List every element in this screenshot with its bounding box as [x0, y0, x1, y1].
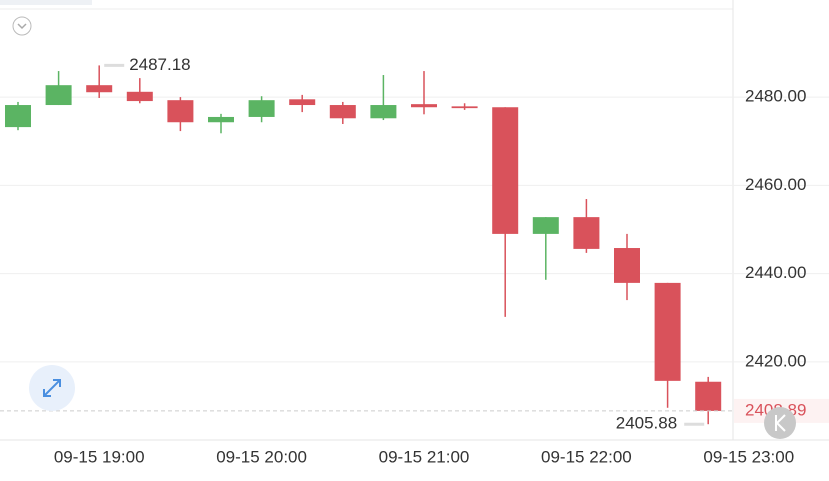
top-tab [0, 0, 92, 5]
candle-body [614, 248, 640, 283]
candle-body [451, 106, 478, 109]
candle-body [126, 91, 153, 102]
x-tick-label: 09-15 19:00 [54, 447, 145, 466]
candle-body [5, 105, 31, 128]
expand-button[interactable] [29, 365, 75, 411]
collapse-chevron [17, 23, 27, 30]
x-tick-label: 09-15 22:00 [541, 447, 632, 466]
candle-body [695, 381, 722, 411]
x-tick-label: 09-15 20:00 [216, 447, 307, 466]
collapse-circle [12, 16, 32, 36]
max-label: 2487.18 [129, 55, 190, 74]
y-tick-label: 2480.00 [745, 87, 806, 106]
candle-body [208, 116, 234, 123]
expand-icon [43, 379, 61, 397]
candle-body [370, 105, 397, 119]
y-tick-label: 2440.00 [745, 263, 806, 282]
collapse-button[interactable] [12, 16, 32, 36]
x-tick-label: 09-15 23:00 [703, 447, 794, 466]
candle-body [45, 85, 72, 106]
y-tick-label: 2420.00 [745, 351, 806, 370]
candle-body [654, 282, 681, 381]
candle-body [289, 99, 316, 106]
candle-body [492, 107, 519, 234]
candle-body [86, 85, 113, 93]
candle-body [167, 100, 194, 123]
candle-body [573, 217, 600, 249]
back-circle [764, 407, 796, 439]
back-button[interactable] [764, 407, 796, 439]
back-icon [775, 414, 786, 432]
candle-body [411, 104, 437, 108]
y-tick-label: 2460.00 [745, 175, 806, 194]
min-label: 2405.88 [616, 414, 677, 433]
candle-body [532, 217, 559, 234]
x-tick-label: 09-15 21:00 [379, 447, 470, 466]
candle-body [248, 100, 275, 117]
candle-body [329, 105, 356, 119]
